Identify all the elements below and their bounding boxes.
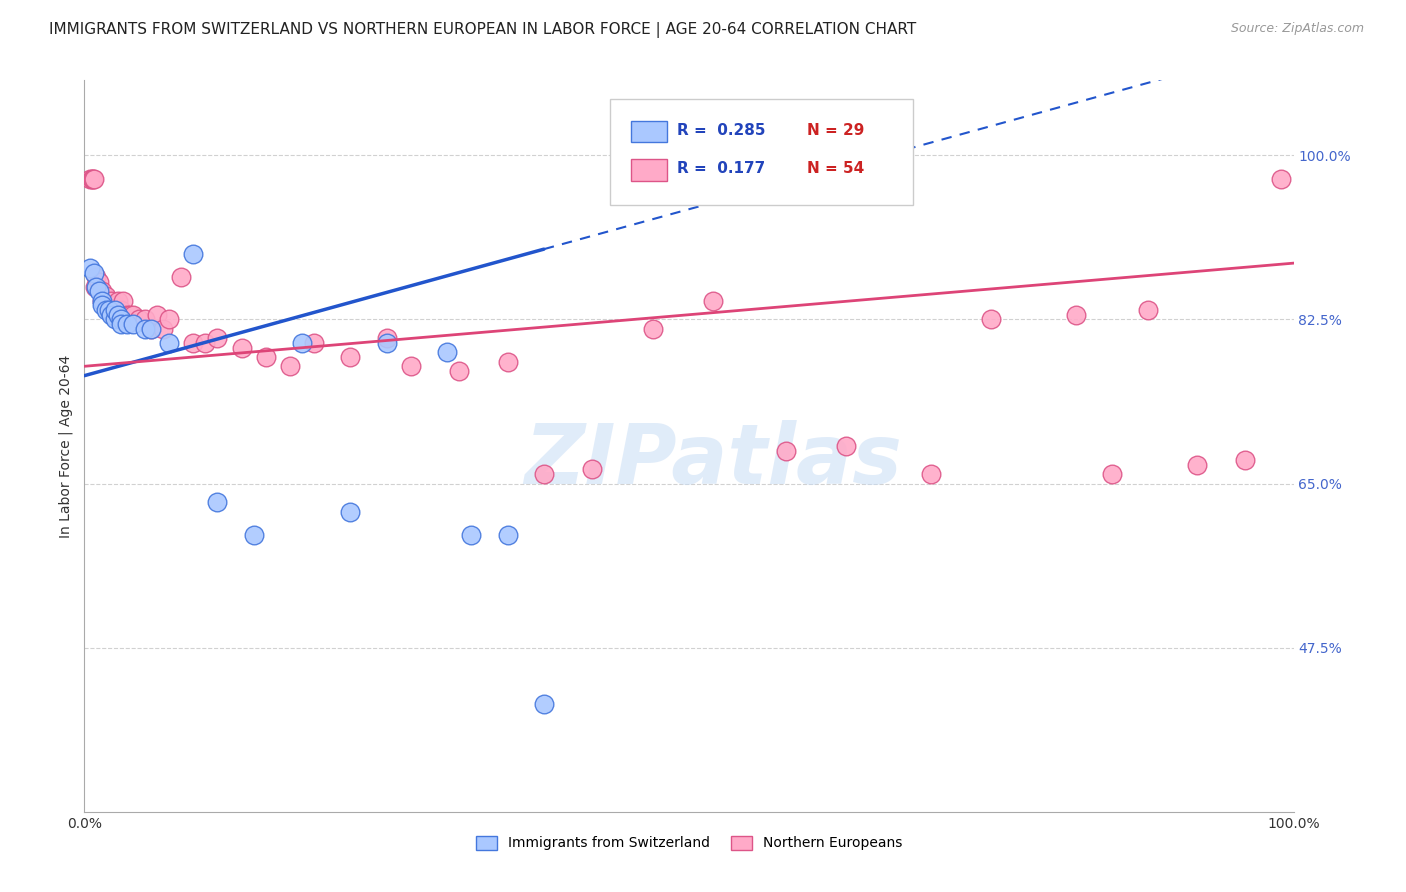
Text: R =  0.285: R = 0.285 bbox=[676, 122, 765, 137]
Point bbox=[87, 275, 110, 289]
Point bbox=[278, 359, 301, 374]
Point bbox=[82, 171, 104, 186]
Point bbox=[1185, 458, 1208, 472]
Point bbox=[1270, 171, 1292, 186]
Y-axis label: In Labor Force | Age 20-64: In Labor Force | Age 20-64 bbox=[59, 354, 73, 538]
Point bbox=[702, 293, 724, 308]
Point bbox=[84, 279, 107, 293]
Point bbox=[104, 298, 127, 312]
Point bbox=[291, 335, 314, 350]
Point bbox=[86, 270, 108, 285]
Point bbox=[581, 462, 603, 476]
Text: ZIPatlas: ZIPatlas bbox=[524, 420, 903, 501]
Point bbox=[1234, 453, 1257, 467]
Point bbox=[399, 359, 422, 374]
Point bbox=[533, 697, 555, 711]
Point bbox=[496, 354, 519, 368]
Point bbox=[91, 298, 114, 312]
Point bbox=[91, 293, 114, 308]
Legend: Immigrants from Switzerland, Northern Europeans: Immigrants from Switzerland, Northern Eu… bbox=[471, 830, 907, 856]
Point bbox=[110, 317, 132, 331]
Point bbox=[104, 308, 127, 322]
Point bbox=[375, 331, 398, 345]
Point bbox=[207, 331, 229, 345]
Point bbox=[460, 528, 482, 542]
Point bbox=[302, 335, 325, 350]
Point bbox=[920, 467, 942, 482]
Point bbox=[449, 364, 471, 378]
Point bbox=[152, 322, 174, 336]
Point bbox=[115, 317, 138, 331]
FancyBboxPatch shape bbox=[610, 99, 912, 204]
Point bbox=[94, 289, 117, 303]
Point bbox=[134, 322, 156, 336]
Point bbox=[121, 308, 143, 322]
Point bbox=[79, 171, 101, 186]
Point bbox=[496, 528, 519, 542]
Point bbox=[533, 467, 555, 482]
Point bbox=[139, 322, 162, 336]
Point bbox=[100, 308, 122, 322]
Point bbox=[110, 312, 132, 326]
Point bbox=[110, 303, 132, 318]
Point bbox=[112, 293, 135, 308]
Point bbox=[94, 303, 117, 318]
Point bbox=[79, 260, 101, 275]
Point bbox=[980, 312, 1002, 326]
Point bbox=[835, 439, 858, 453]
Point bbox=[242, 528, 264, 542]
Point bbox=[775, 443, 797, 458]
Point bbox=[83, 171, 105, 186]
Point bbox=[339, 350, 361, 364]
Point bbox=[181, 335, 204, 350]
Text: R =  0.177: R = 0.177 bbox=[676, 161, 765, 176]
Point bbox=[91, 285, 114, 299]
Point bbox=[104, 303, 127, 318]
Point bbox=[107, 308, 129, 322]
Text: IMMIGRANTS FROM SWITZERLAND VS NORTHERN EUROPEAN IN LABOR FORCE | AGE 20-64 CORR: IMMIGRANTS FROM SWITZERLAND VS NORTHERN … bbox=[49, 22, 917, 38]
Point bbox=[139, 322, 162, 336]
Point bbox=[1137, 303, 1160, 318]
Point bbox=[231, 341, 253, 355]
Point bbox=[146, 308, 169, 322]
Point bbox=[110, 312, 132, 326]
Point bbox=[1101, 467, 1123, 482]
Point bbox=[107, 293, 129, 308]
Point bbox=[157, 312, 180, 326]
Point bbox=[134, 312, 156, 326]
Point bbox=[194, 335, 217, 350]
Point bbox=[87, 285, 110, 299]
Point bbox=[181, 246, 204, 260]
Point bbox=[1064, 308, 1087, 322]
Point bbox=[97, 298, 120, 312]
Point bbox=[91, 293, 114, 308]
Point bbox=[86, 279, 108, 293]
Point bbox=[121, 317, 143, 331]
Text: N = 29: N = 29 bbox=[807, 122, 865, 137]
Point bbox=[104, 312, 127, 326]
Point bbox=[83, 266, 105, 280]
Text: N = 54: N = 54 bbox=[807, 161, 865, 176]
Point bbox=[157, 335, 180, 350]
Text: Source: ZipAtlas.com: Source: ZipAtlas.com bbox=[1230, 22, 1364, 36]
Point bbox=[641, 322, 664, 336]
FancyBboxPatch shape bbox=[631, 120, 668, 143]
Point bbox=[100, 293, 122, 308]
Point bbox=[115, 308, 138, 322]
Point bbox=[120, 308, 142, 322]
Point bbox=[170, 270, 193, 285]
Point bbox=[436, 345, 458, 359]
Point bbox=[80, 171, 103, 186]
Point bbox=[97, 303, 120, 318]
Point bbox=[254, 350, 277, 364]
Point bbox=[339, 505, 361, 519]
Point bbox=[207, 495, 229, 509]
Point bbox=[128, 312, 150, 326]
Point bbox=[375, 335, 398, 350]
FancyBboxPatch shape bbox=[631, 160, 668, 181]
